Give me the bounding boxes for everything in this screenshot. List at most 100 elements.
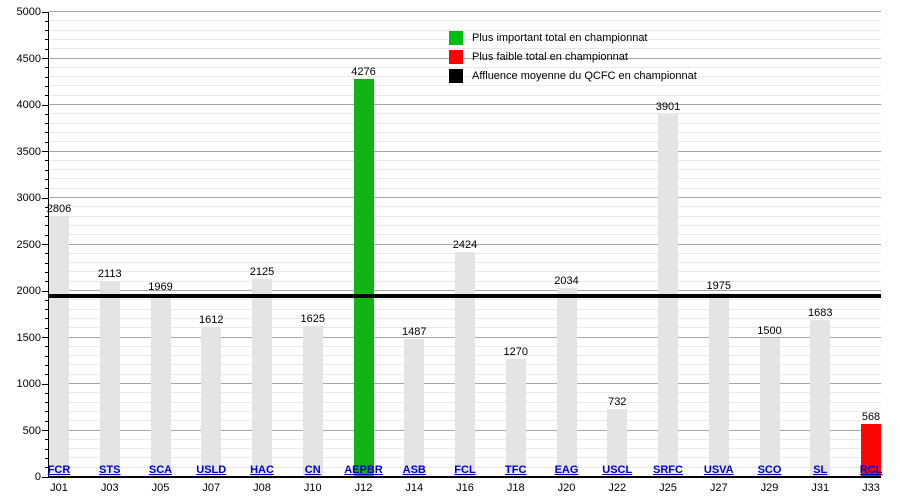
team-link-STS[interactable]: STS (99, 464, 121, 476)
y-minor-tick (45, 206, 49, 208)
minor-gridline (49, 48, 881, 50)
team-link-CN[interactable]: CN (304, 464, 321, 476)
y-major-tick (42, 11, 49, 13)
bar-value-label: 2424 (452, 238, 478, 251)
bar-value-label: 3901 (655, 101, 681, 114)
team-link-FCL[interactable]: FCL (454, 464, 476, 476)
plot-area: 0 500 1000 1500 2000 2500 3000 3500 4000 4500 5000… (17, 6, 883, 494)
legend-label-average: Affluence moyenne du QCFC en championnat (472, 70, 697, 82)
y-minor-tick (45, 169, 49, 171)
y-minor-tick (45, 253, 49, 255)
team-link-ASB[interactable]: ASB (402, 464, 426, 476)
bar-J14: 1487 (402, 326, 426, 477)
bar-J29: 1500 (757, 325, 782, 477)
y-minor-tick (45, 327, 49, 329)
team-link-USVA[interactable]: USVA (703, 464, 734, 476)
y-axis-label: 2500 (16, 238, 41, 251)
major-gridline (49, 150, 881, 152)
bar-J33: 568 (861, 411, 881, 477)
y-major-tick (42, 104, 49, 106)
matchday-label-J01: J01 (50, 482, 68, 494)
team-link-TFC[interactable]: TFC (505, 464, 527, 476)
matchday-label-J20: J20 (557, 482, 576, 494)
y-minor-tick (45, 123, 49, 125)
y-minor-tick (45, 113, 49, 115)
minor-gridline (49, 131, 881, 133)
y-major-tick (42, 151, 49, 152)
bar-value-label: 2034 (554, 274, 579, 287)
y-minor-tick (45, 318, 49, 320)
y-minor-tick (45, 467, 49, 469)
y-axis-label: 1500 (16, 331, 41, 344)
y-minor-tick (45, 216, 49, 218)
major-gridline (49, 57, 881, 59)
bar-J18: 1270 (504, 346, 528, 477)
bar-J22: 732 (607, 396, 628, 477)
y-minor-tick (45, 457, 49, 459)
y-axis-label: 500 (22, 424, 41, 437)
y-minor-tick (45, 39, 49, 41)
bar-value-label: 1270 (503, 345, 528, 358)
matchday-label-J10: J10 (303, 482, 322, 494)
y-minor-tick (45, 271, 49, 273)
matchday-label-J29: J29 (760, 482, 779, 494)
matchday-label-J33: J33 (862, 482, 880, 494)
team-link-USCL[interactable]: USCL (602, 464, 633, 476)
team-link-HAC[interactable]: HAC (250, 464, 274, 476)
team-link-SL[interactable]: SL (813, 464, 828, 476)
y-minor-tick (45, 309, 49, 311)
bar-J31: 1683 (808, 307, 832, 477)
minor-gridline (49, 224, 881, 226)
team-link-EAG[interactable]: EAG (554, 464, 579, 476)
bar-J27: 1975 (707, 280, 731, 477)
y-minor-tick (45, 234, 49, 236)
legend-item-min: Plus faible total en championnat (449, 50, 697, 64)
y-major-tick (42, 430, 49, 431)
y-minor-tick (45, 225, 49, 227)
y-major-tick (42, 337, 49, 338)
legend-label-min: Plus faible total en championnat (472, 51, 628, 63)
bar-value-label: 568 (861, 411, 881, 424)
team-link-SCO[interactable]: SCO (757, 464, 782, 476)
matchday-label-J16: J16 (456, 482, 474, 494)
y-axis-label: 0 (34, 471, 41, 483)
bar-J03: 2113 (98, 268, 122, 477)
bar-J08: 2125 (250, 266, 274, 477)
y-minor-tick (45, 141, 49, 143)
x-axis (48, 476, 881, 478)
bar-value-label: 1487 (402, 325, 427, 338)
bar-J05: 1969 (148, 281, 173, 477)
y-axis-label: 3000 (16, 192, 41, 204)
legend-swatch-max-icon (449, 31, 463, 45)
bar-value-label: 1683 (808, 307, 833, 320)
y-minor-tick (45, 281, 49, 283)
team-link-FCR[interactable]: FCR (47, 464, 71, 476)
team-link-AEPBR[interactable]: AEPBR (344, 464, 383, 476)
minor-gridline (49, 66, 881, 68)
bar-J07: 1612 (199, 314, 223, 477)
team-link-RCL[interactable]: RCL (859, 464, 883, 476)
y-major-tick (42, 383, 49, 385)
bar-value-label: 2806 (46, 203, 72, 216)
bar-value-label: 1625 (300, 312, 325, 325)
legend-label-max: Plus important total en championnat (472, 32, 648, 44)
bar-value-label: 732 (608, 395, 627, 408)
y-minor-tick (45, 420, 49, 422)
bar-value-label: 4276 (351, 66, 376, 79)
team-link-SRFC[interactable]: SRFC (653, 464, 683, 476)
team-link-USLD[interactable]: USLD (196, 464, 227, 476)
bar-value-label: 1612 (199, 314, 224, 327)
team-link-SCA[interactable]: SCA (148, 464, 173, 476)
minor-gridline (49, 234, 881, 236)
minor-gridline (49, 94, 881, 96)
matchday-label-J08: J08 (253, 482, 271, 494)
y-major-tick (42, 244, 49, 245)
y-axis-label: 2000 (16, 285, 41, 297)
minor-gridline (49, 29, 881, 31)
y-minor-tick (45, 178, 49, 180)
y-minor-tick (45, 95, 49, 97)
y-major-tick (42, 476, 49, 478)
chart-legend: Plus important total en championnat Plus… (449, 31, 697, 83)
matchday-label-J07: J07 (202, 482, 221, 494)
y-axis-label: 5000 (16, 6, 41, 18)
